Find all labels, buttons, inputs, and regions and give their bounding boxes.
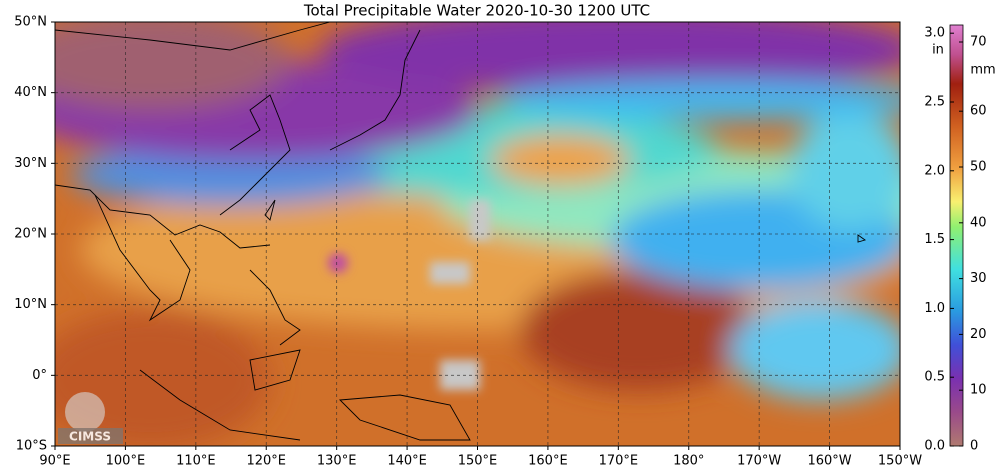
colorbar-mm-label: 70 xyxy=(970,35,987,50)
title: Total Precipitable Water 2020-10-30 1200… xyxy=(303,2,650,20)
colorbar-in-label: 3.0 xyxy=(924,26,945,41)
colorbar-mm-label: 20 xyxy=(970,327,987,342)
colorbar-mm-label: 60 xyxy=(970,104,987,119)
colorbar-in-label: 2.0 xyxy=(924,163,945,178)
colorbar-in-label: 0.5 xyxy=(924,370,945,385)
lat-label: 40°N xyxy=(14,85,47,100)
graticule xyxy=(55,22,900,446)
colorbar-mm-label: 50 xyxy=(970,160,987,175)
lon-label: 100°E xyxy=(106,454,146,469)
colorbar-mm-label: 40 xyxy=(970,215,987,230)
colorbar-mm-label: 30 xyxy=(970,271,987,286)
lat-label: 0° xyxy=(32,368,47,383)
lon-label: 120°E xyxy=(246,454,286,469)
lon-label: 130°E xyxy=(317,454,357,469)
colorbar-in-label: 2.5 xyxy=(924,95,945,110)
logo-text: CIMSS xyxy=(69,430,111,444)
lat-label: 10°S xyxy=(16,439,47,454)
lat-label: 20°N xyxy=(14,227,47,242)
lon-label: 110°E xyxy=(176,454,216,469)
colorbar-in-label: 1.0 xyxy=(924,301,945,316)
colorbar-unit-in: in xyxy=(932,43,944,58)
lon-label: 140°E xyxy=(387,454,427,469)
lon-label: 150°E xyxy=(458,454,498,469)
lon-label: 160°W xyxy=(807,454,851,469)
lon-label: 180° xyxy=(673,454,704,469)
colorbar-unit-mm: mm xyxy=(970,63,995,78)
coastlines xyxy=(55,22,867,441)
lat-label: 50°N xyxy=(14,15,47,30)
logo: CIMSS xyxy=(58,392,123,444)
colorbar-in-label: 0.0 xyxy=(924,439,945,454)
colorbar-mm-label: 10 xyxy=(970,383,987,398)
tpw-field xyxy=(55,22,900,446)
colorbar-in-label: 1.5 xyxy=(924,232,945,247)
lon-label: 170°E xyxy=(599,454,639,469)
lon-label: 170°W xyxy=(737,454,781,469)
lon-label: 150°W xyxy=(878,454,922,469)
lon-label: 160°E xyxy=(528,454,568,469)
lat-label: 10°N xyxy=(14,297,47,312)
colorbar-mm-label: 0 xyxy=(970,439,978,454)
lon-label: 90°E xyxy=(39,454,70,469)
colorbar xyxy=(949,24,964,447)
lat-label: 30°N xyxy=(14,156,47,171)
